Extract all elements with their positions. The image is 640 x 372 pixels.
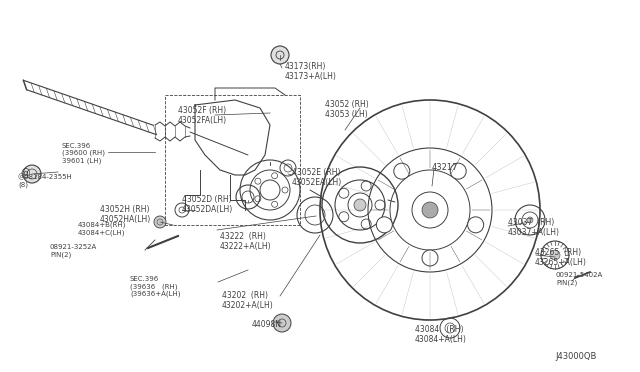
Circle shape — [23, 165, 41, 183]
Text: J43000QB: J43000QB — [555, 352, 596, 361]
Circle shape — [450, 163, 466, 179]
Text: SEC.396
(39636   (RH)
(39636+A(LH): SEC.396 (39636 (RH) (39636+A(LH) — [130, 276, 180, 297]
Text: 43217: 43217 — [432, 163, 458, 172]
Circle shape — [468, 217, 484, 233]
Circle shape — [376, 217, 392, 233]
Circle shape — [527, 217, 533, 223]
Text: 43173(RH)
43173+A(LH): 43173(RH) 43173+A(LH) — [285, 62, 337, 81]
Bar — [165, 95, 300, 225]
Circle shape — [550, 250, 560, 260]
Text: 43222  (RH)
43222+A(LH): 43222 (RH) 43222+A(LH) — [220, 232, 271, 251]
Text: 43084+B(RH)
43084+C(LH): 43084+B(RH) 43084+C(LH) — [78, 222, 126, 236]
Circle shape — [422, 202, 438, 218]
Circle shape — [154, 216, 166, 228]
Text: 43052H (RH)
43052HA(LH): 43052H (RH) 43052HA(LH) — [100, 205, 151, 224]
Text: 00921-5402A
PIN(2): 00921-5402A PIN(2) — [556, 272, 604, 285]
Text: @: @ — [20, 168, 29, 178]
Circle shape — [354, 199, 366, 211]
Text: 43052E (RH)
43052EA(LH): 43052E (RH) 43052EA(LH) — [292, 168, 342, 187]
Circle shape — [273, 314, 291, 332]
Circle shape — [422, 250, 438, 266]
Text: 43084   (RH)
43084+A(LH): 43084 (RH) 43084+A(LH) — [415, 325, 467, 344]
Text: 44098N: 44098N — [252, 320, 282, 329]
Text: SEC.396
(39600 (RH)
39601 (LH): SEC.396 (39600 (RH) 39601 (LH) — [62, 143, 105, 164]
Text: @08184-2355H
(8): @08184-2355H (8) — [18, 174, 73, 188]
Text: 08921-3252A
PIN(2): 08921-3252A PIN(2) — [50, 244, 97, 257]
Text: 43052D (RH)
43052DA(LH): 43052D (RH) 43052DA(LH) — [182, 195, 233, 214]
Text: 43052 (RH)
43053 (LH): 43052 (RH) 43053 (LH) — [325, 100, 369, 119]
Text: 43037  (RH)
43037+A(LH): 43037 (RH) 43037+A(LH) — [508, 218, 560, 237]
Circle shape — [271, 46, 289, 64]
Text: 43052F (RH)
43052FA(LH): 43052F (RH) 43052FA(LH) — [178, 106, 227, 125]
Circle shape — [394, 163, 410, 179]
Text: 43265  (RH)
43265+A(LH): 43265 (RH) 43265+A(LH) — [535, 248, 587, 267]
Text: 43202  (RH)
43202+A(LH): 43202 (RH) 43202+A(LH) — [222, 291, 274, 310]
